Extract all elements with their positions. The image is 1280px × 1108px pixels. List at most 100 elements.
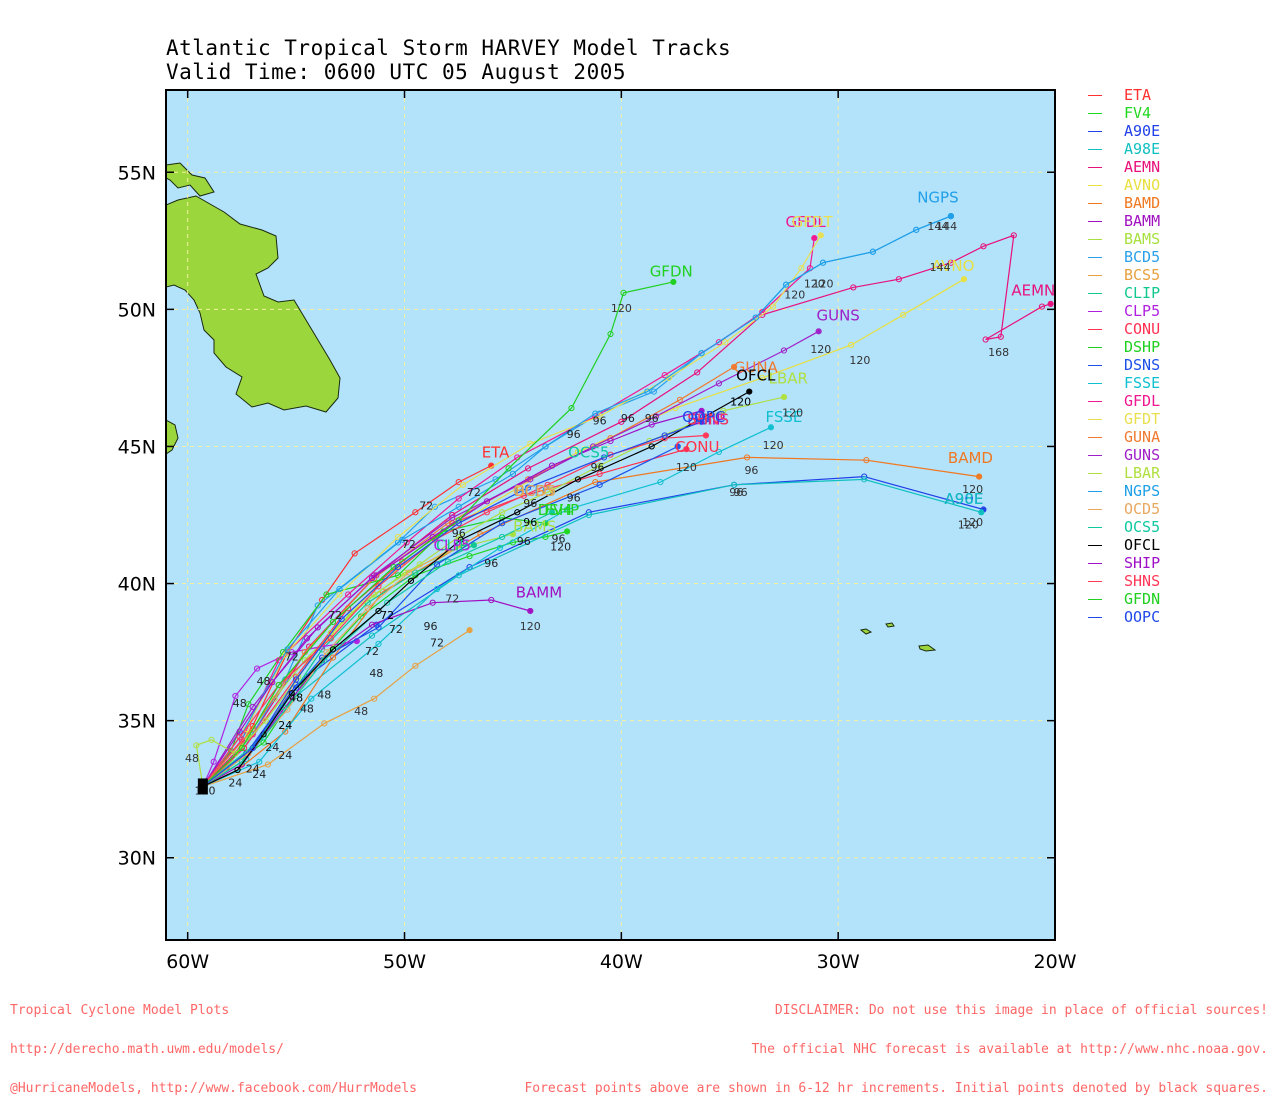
track-label-clip: CLIP — [436, 537, 468, 555]
legend-item-guns: GUNS — [1088, 446, 1160, 464]
legend-label: BCD5 — [1124, 248, 1161, 266]
y-tick-label: 30N — [118, 848, 156, 870]
track-point — [338, 616, 345, 623]
legend-label: GFDT — [1124, 410, 1161, 428]
track-end-point — [747, 389, 752, 394]
track-point — [520, 492, 527, 499]
hour-label: 72 — [389, 623, 403, 636]
chart-title: Atlantic Tropical Storm HARVEY Model Tra… — [166, 36, 732, 60]
track-point — [869, 248, 876, 255]
track-point — [947, 213, 955, 220]
legend-item-ofcl: OFCL — [1088, 536, 1160, 554]
legend-swatch — [1088, 526, 1102, 528]
landmass — [885, 622, 895, 628]
track-point — [455, 495, 462, 502]
hour-label: 96 — [729, 486, 743, 499]
track-ofcl — [202, 391, 750, 788]
hour-label: 96 — [517, 535, 531, 548]
track-point — [798, 265, 805, 272]
track-point — [234, 766, 241, 774]
track-point — [674, 443, 681, 450]
legend-item-ocd5: OCD5 — [1088, 500, 1160, 518]
hour-label: 120 — [520, 620, 541, 633]
track-point — [488, 596, 495, 604]
footer-link[interactable]: http://derecho.math.uwm.edu/models/ — [10, 1042, 284, 1057]
track-point — [412, 662, 419, 669]
track-point — [238, 744, 245, 752]
track-point — [208, 736, 215, 743]
legend-swatch — [1088, 310, 1102, 312]
track-point — [256, 758, 263, 765]
track-point — [683, 446, 690, 453]
legend-label: FV4 — [1124, 104, 1152, 122]
track-point — [236, 733, 243, 741]
track-point — [292, 676, 300, 683]
track-oopc — [202, 421, 702, 787]
legend-item-dsns: DSNS — [1088, 356, 1160, 374]
legend-label: DSNS — [1124, 356, 1161, 374]
track-point — [980, 243, 987, 250]
track-point — [394, 572, 402, 579]
track-label-eta: ETA — [482, 443, 510, 461]
legend-swatch — [1088, 328, 1102, 330]
footer-link[interactable]: @HurricaneModels, http://www.facebook.co… — [10, 1081, 417, 1096]
track-point — [861, 476, 868, 483]
track-point — [457, 536, 464, 543]
track-label-fsse: FSSE — [766, 408, 803, 426]
hour-label: 72 — [328, 609, 342, 622]
track-point — [525, 465, 532, 472]
hour-label: 120 — [782, 406, 803, 419]
track-end-point — [671, 279, 676, 285]
legend-item-bams: BAMS — [1088, 230, 1160, 248]
track-point — [648, 421, 655, 428]
track-label-guns: GUNS — [816, 306, 859, 324]
hour-label: 48 — [369, 667, 383, 680]
footer-right: DISCLAIMER: Do not use this image in pla… — [524, 978, 1268, 1108]
track-point — [746, 388, 753, 395]
hour-label: 72 — [467, 486, 481, 499]
track-point — [262, 717, 269, 724]
legend-item-conu: CONU — [1088, 320, 1160, 338]
track-ocd5 — [202, 550, 449, 787]
hour-label: 144 — [927, 220, 948, 233]
track-end-point — [948, 213, 954, 219]
legend-label: OCS5 — [1124, 518, 1161, 536]
track-end-point — [528, 608, 533, 614]
legend-swatch — [1088, 364, 1102, 366]
legend-item-bcd5: BCD5 — [1088, 248, 1160, 266]
legend-swatch — [1088, 238, 1102, 240]
legend-label: CONU — [1124, 320, 1161, 338]
track-label-conu: CONU — [675, 438, 719, 456]
hour-label: 120 — [676, 461, 697, 474]
hour-label: 96 — [593, 415, 607, 428]
legend-item-shns: SHNS — [1088, 572, 1160, 590]
legend-item-lbar: LBAR — [1088, 464, 1160, 482]
track-point — [275, 681, 282, 689]
track-point — [585, 511, 592, 519]
hour-label: 48 — [257, 675, 271, 688]
track-point — [698, 350, 705, 357]
legend-label: BCS5 — [1124, 266, 1161, 284]
track-point — [752, 314, 759, 321]
track-guns — [202, 330, 819, 787]
track-point — [375, 607, 382, 615]
track-point — [253, 665, 261, 672]
track-point — [863, 457, 870, 464]
hour-label: 96 — [567, 491, 581, 504]
legend-swatch — [1088, 220, 1102, 222]
track-point — [770, 303, 777, 310]
track-point — [564, 528, 571, 535]
track-point — [444, 558, 451, 565]
hour-label: 48 — [300, 702, 314, 715]
track-point — [466, 627, 473, 634]
hour-label: 72 — [365, 645, 379, 658]
hour-label: 24 — [278, 749, 292, 762]
hour-label: 120 — [804, 277, 825, 290]
track-end-point — [818, 233, 824, 238]
landmass — [918, 644, 937, 652]
footer-line: Tropical Cyclone Model Plots — [10, 1003, 230, 1018]
track-point — [848, 341, 855, 349]
legend-item-ship: SHIP — [1088, 554, 1160, 572]
track-point — [483, 498, 491, 505]
legend-item-fsse: FSSE — [1088, 374, 1160, 392]
